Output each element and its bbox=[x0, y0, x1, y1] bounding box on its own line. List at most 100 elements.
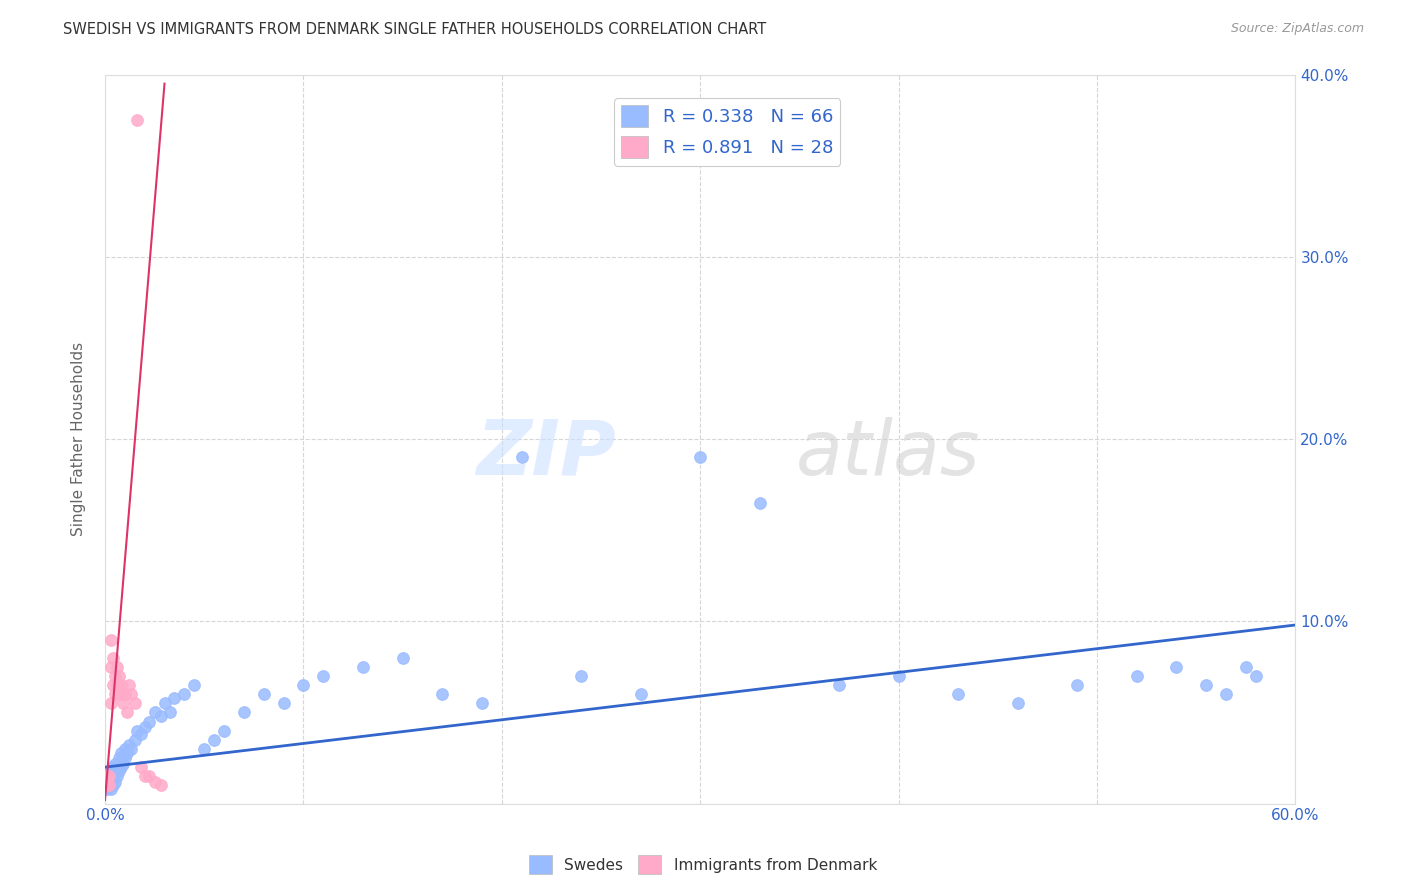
Point bbox=[153, 697, 176, 711]
Point bbox=[124, 697, 146, 711]
Point bbox=[828, 678, 851, 692]
Point bbox=[101, 778, 124, 792]
Point bbox=[159, 706, 181, 720]
Point bbox=[101, 678, 124, 692]
Point bbox=[1166, 660, 1188, 674]
Point bbox=[124, 732, 146, 747]
Point bbox=[100, 774, 122, 789]
Point bbox=[100, 782, 122, 797]
Point bbox=[96, 769, 118, 783]
Point bbox=[108, 764, 131, 778]
Point bbox=[273, 697, 295, 711]
Y-axis label: Single Father Households: Single Father Households bbox=[72, 342, 86, 536]
Point bbox=[104, 774, 127, 789]
Point bbox=[125, 723, 148, 738]
Point bbox=[105, 678, 128, 692]
Point bbox=[105, 760, 128, 774]
Point bbox=[114, 751, 136, 765]
Legend: R = 0.338   N = 66, R = 0.891   N = 28: R = 0.338 N = 66, R = 0.891 N = 28 bbox=[614, 98, 841, 166]
Point bbox=[129, 760, 152, 774]
Point bbox=[138, 714, 160, 729]
Point bbox=[104, 756, 127, 771]
Point bbox=[149, 778, 172, 792]
Point bbox=[101, 760, 124, 774]
Point bbox=[887, 669, 910, 683]
Point bbox=[689, 450, 711, 465]
Point bbox=[110, 746, 132, 760]
Point bbox=[312, 669, 335, 683]
Point bbox=[97, 778, 120, 792]
Point bbox=[115, 706, 138, 720]
Text: Source: ZipAtlas.com: Source: ZipAtlas.com bbox=[1230, 22, 1364, 36]
Point bbox=[97, 769, 120, 783]
Point bbox=[97, 769, 120, 783]
Point bbox=[292, 678, 315, 692]
Point bbox=[253, 687, 276, 701]
Point bbox=[100, 632, 122, 647]
Point bbox=[111, 756, 134, 771]
Point bbox=[108, 669, 131, 683]
Point bbox=[104, 669, 127, 683]
Point bbox=[118, 739, 141, 753]
Point bbox=[100, 764, 122, 778]
Point bbox=[125, 113, 148, 128]
Point bbox=[391, 650, 413, 665]
Point bbox=[1215, 687, 1237, 701]
Point bbox=[232, 706, 254, 720]
Point bbox=[108, 751, 131, 765]
Point bbox=[352, 660, 374, 674]
Point bbox=[202, 732, 225, 747]
Point bbox=[120, 742, 142, 756]
Point bbox=[134, 720, 156, 734]
Point bbox=[149, 709, 172, 723]
Point bbox=[96, 782, 118, 797]
Point bbox=[569, 669, 592, 683]
Point bbox=[212, 723, 235, 738]
Point bbox=[118, 678, 141, 692]
Point bbox=[173, 687, 195, 701]
Point bbox=[946, 687, 969, 701]
Point bbox=[104, 687, 127, 701]
Legend: Swedes, Immigrants from Denmark: Swedes, Immigrants from Denmark bbox=[523, 849, 883, 880]
Point bbox=[120, 687, 142, 701]
Point bbox=[110, 678, 132, 692]
Point bbox=[105, 769, 128, 783]
Point bbox=[100, 660, 122, 674]
Point bbox=[138, 769, 160, 783]
Point bbox=[193, 742, 215, 756]
Point bbox=[510, 450, 533, 465]
Point bbox=[115, 746, 138, 760]
Point bbox=[183, 678, 205, 692]
Point bbox=[143, 706, 166, 720]
Point bbox=[100, 697, 122, 711]
Point bbox=[129, 727, 152, 741]
Point bbox=[1244, 669, 1267, 683]
Point bbox=[104, 764, 127, 778]
Point bbox=[630, 687, 652, 701]
Point bbox=[110, 760, 132, 774]
Point bbox=[1234, 660, 1257, 674]
Point bbox=[114, 742, 136, 756]
Text: SWEDISH VS IMMIGRANTS FROM DENMARK SINGLE FATHER HOUSEHOLDS CORRELATION CHART: SWEDISH VS IMMIGRANTS FROM DENMARK SINGL… bbox=[63, 22, 766, 37]
Point bbox=[1195, 678, 1218, 692]
Text: atlas: atlas bbox=[796, 417, 980, 491]
Point bbox=[96, 774, 118, 789]
Point bbox=[1066, 678, 1088, 692]
Point bbox=[97, 778, 120, 792]
Point bbox=[96, 778, 118, 792]
Point bbox=[101, 769, 124, 783]
Point bbox=[143, 774, 166, 789]
Point bbox=[748, 496, 770, 510]
Point bbox=[432, 687, 454, 701]
Point bbox=[101, 650, 124, 665]
Point bbox=[97, 764, 120, 778]
Point bbox=[114, 687, 136, 701]
Point bbox=[105, 660, 128, 674]
Point bbox=[471, 697, 494, 711]
Point bbox=[134, 769, 156, 783]
Point bbox=[1125, 669, 1147, 683]
Point bbox=[163, 690, 186, 705]
Text: ZIP: ZIP bbox=[477, 417, 617, 491]
Point bbox=[108, 687, 131, 701]
Point bbox=[111, 697, 134, 711]
